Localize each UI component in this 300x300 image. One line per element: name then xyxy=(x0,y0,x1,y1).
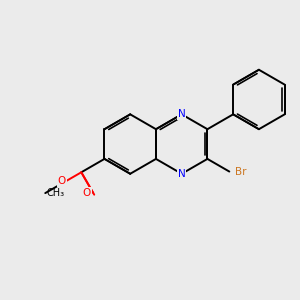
Text: Br: Br xyxy=(235,167,246,176)
Text: N: N xyxy=(178,109,186,119)
Text: O: O xyxy=(58,176,66,186)
Text: CH₃: CH₃ xyxy=(47,188,65,198)
Text: O: O xyxy=(82,188,91,198)
Text: N: N xyxy=(178,169,186,179)
